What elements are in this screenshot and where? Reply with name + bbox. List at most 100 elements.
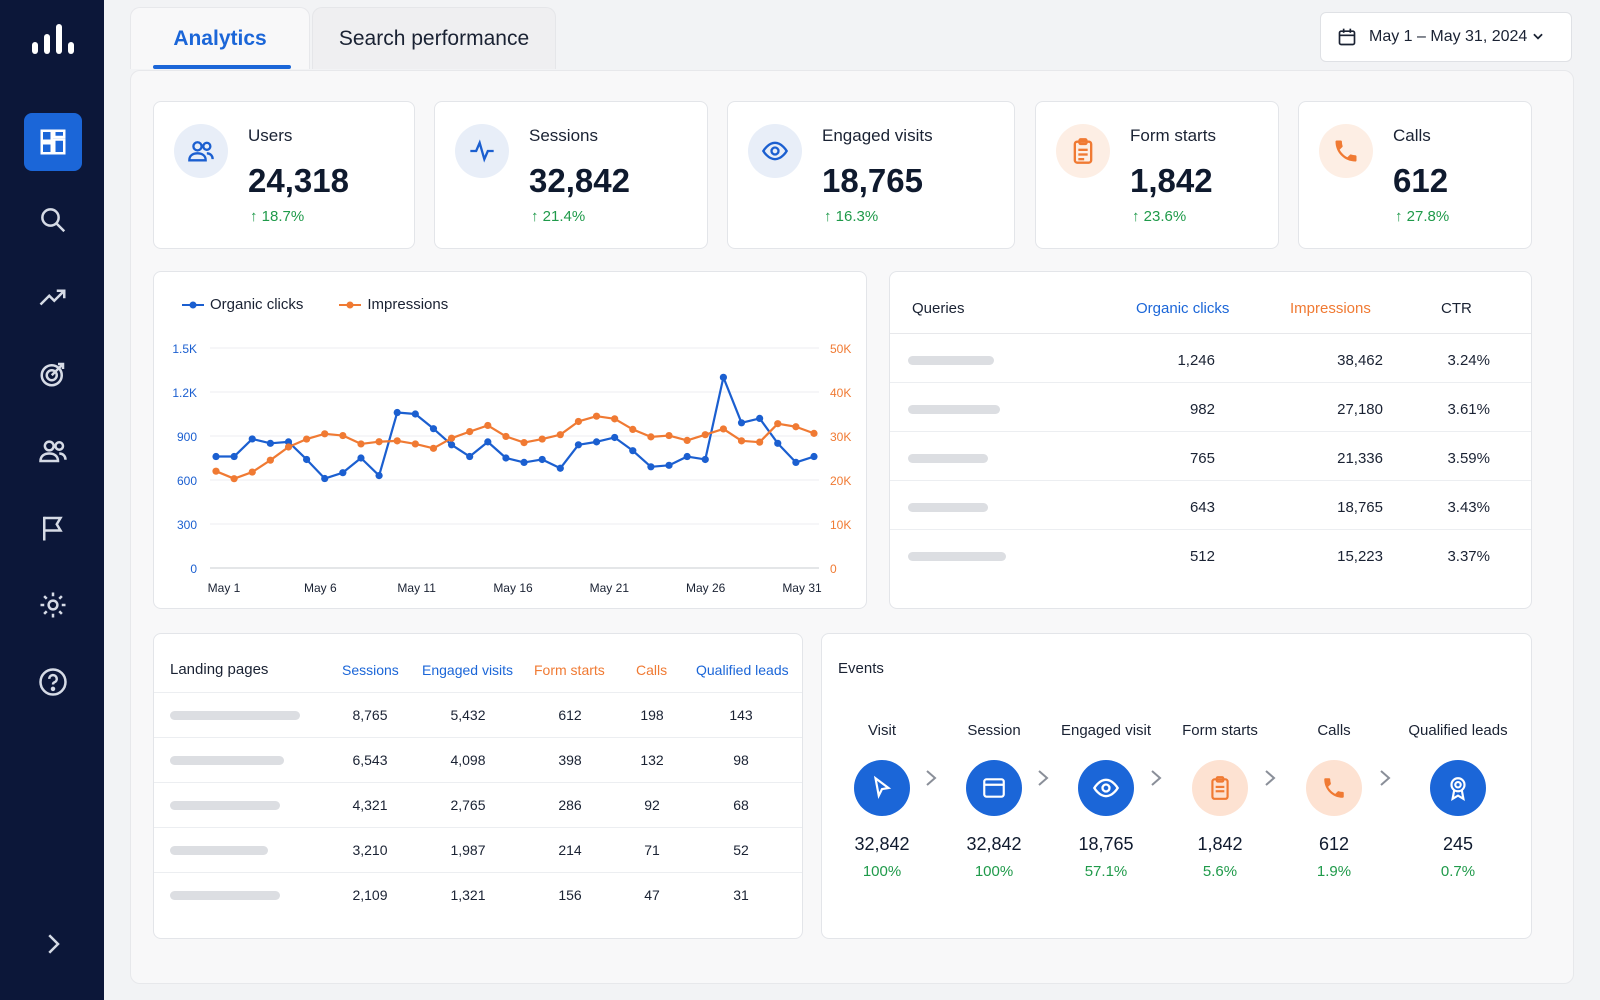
step-pct: 0.7%: [1440, 863, 1476, 880]
query-placeholder: [908, 552, 1006, 561]
pulse-icon: [455, 124, 509, 178]
stat-label: Users: [248, 126, 293, 145]
stat-card-calls[interactable]: Calls 612 ↑ 27.8%: [1298, 101, 1532, 249]
data-point: [411, 410, 419, 418]
data-point: [466, 452, 474, 461]
data-point: [375, 438, 383, 446]
th-sessions[interactable]: Sessions: [342, 662, 399, 678]
table-row[interactable]: 512 15,223 3.37%: [890, 530, 1531, 579]
data-point: [683, 436, 691, 444]
sidebar-item-reports[interactable]: [24, 499, 82, 557]
funnel-step-engaged-visit[interactable]: Engaged visit 18,765 57.1%: [1046, 722, 1166, 880]
th-qualified-leads[interactable]: Qualified leads: [696, 662, 789, 678]
cell: 31: [733, 887, 749, 903]
th-impressions[interactable]: Impressions: [1290, 300, 1371, 317]
cell: 5,432: [450, 707, 486, 723]
stat-card-sessions[interactable]: Sessions 32,842 ↑ 21.4%: [434, 101, 708, 249]
data-point: [810, 452, 818, 461]
stat-value: 24,318: [248, 162, 349, 199]
th-landing-pages[interactable]: Landing pages: [170, 661, 269, 678]
x-tick-label: May 21: [590, 581, 630, 595]
data-point: [284, 443, 293, 451]
sidebar-item-search[interactable]: [24, 191, 82, 249]
data-point: [574, 417, 583, 426]
cell-organic-clicks: 643: [1189, 499, 1215, 516]
data-point: [484, 421, 492, 430]
table-row[interactable]: 643 18,765 3.43%: [890, 481, 1531, 530]
stat-label: Engaged visits: [822, 126, 933, 145]
cell: 286: [558, 797, 582, 813]
step-pct: 57.1%: [1084, 863, 1128, 880]
th-organic-clicks[interactable]: Organic clicks: [1136, 300, 1230, 317]
stat-label: Sessions: [529, 126, 598, 145]
table-row[interactable]: 3,210 1,987 214 71 52: [154, 828, 802, 873]
sidebar-item-settings[interactable]: [24, 576, 82, 634]
queries-table: Queries Organic clicks Impressions CTR 1…: [889, 271, 1532, 609]
funnel-step-qualified-leads[interactable]: Qualified leads 245 0.7%: [1390, 722, 1526, 880]
data-point: [520, 439, 528, 447]
funnel-step-session[interactable]: Session 32,842 100%: [934, 722, 1054, 880]
th-form-starts[interactable]: Form starts: [534, 662, 605, 678]
sidebar-item-dashboard[interactable]: [24, 113, 82, 171]
table-row[interactable]: 8,765 5,432 612 198 143: [154, 693, 802, 738]
sidebar-item-audience[interactable]: [24, 422, 82, 480]
table-row[interactable]: 2,109 1,321 156 47 31: [154, 873, 802, 918]
query-placeholder: [908, 405, 1000, 414]
browser-window-icon: [966, 760, 1022, 816]
tab-analytics[interactable]: Analytics: [130, 7, 310, 69]
sidebar: [0, 0, 104, 1000]
data-point: [701, 455, 709, 464]
table-row[interactable]: 982 27,180 3.61%: [890, 383, 1531, 432]
cell: 214: [558, 842, 582, 858]
stat-card-form-starts[interactable]: Form starts 1,842 ↑ 23.6%: [1035, 101, 1279, 249]
step-value: 18,765: [1078, 834, 1134, 854]
cell-organic-clicks: 765: [1189, 450, 1215, 467]
th-engaged-visits[interactable]: Engaged visits: [422, 662, 514, 678]
chevron-right-icon: [1151, 770, 1162, 786]
data-point: [592, 412, 601, 420]
legend-organic-clicks[interactable]: Organic clicks: [182, 296, 303, 313]
data-point: [502, 454, 510, 462]
th-queries[interactable]: Queries: [912, 300, 965, 317]
funnel-step-calls[interactable]: Calls 612 1.9%: [1274, 722, 1394, 880]
stat-value: 612: [1393, 162, 1449, 199]
x-tick-label: May 6: [304, 581, 337, 595]
sidebar-item-trends[interactable]: [24, 268, 82, 326]
cell-impressions: 15,223: [1337, 548, 1383, 565]
cell: 2,109: [352, 887, 388, 903]
legend-impressions[interactable]: Impressions: [339, 296, 448, 313]
table-row[interactable]: 4,321 2,765 286 92 68: [154, 783, 802, 828]
funnel-step-form-starts[interactable]: Form starts 1,842 5.6%: [1160, 722, 1280, 880]
data-point: [774, 439, 782, 447]
sidebar-item-goals[interactable]: [24, 345, 82, 403]
table-row[interactable]: 1,246 38,462 3.24%: [890, 334, 1531, 383]
data-point: [339, 469, 347, 477]
sidebar-item-help[interactable]: [24, 653, 82, 711]
table-row[interactable]: 765 21,336 3.59%: [890, 432, 1531, 481]
stat-label: Form starts: [1130, 126, 1216, 145]
data-point: [212, 467, 220, 475]
phone-icon: [1319, 124, 1373, 178]
th-calls[interactable]: Calls: [636, 662, 668, 678]
data-point: [611, 433, 619, 442]
step-value: 612: [1318, 834, 1350, 854]
tab-search-performance[interactable]: Search performance: [312, 7, 556, 69]
data-point: [466, 428, 474, 436]
date-range-label: May 1 – May 31, 2024: [1369, 28, 1528, 45]
sidebar-expand-button[interactable]: [24, 915, 82, 973]
step-value: 32,842: [966, 834, 1022, 854]
th-ctr[interactable]: CTR: [1441, 300, 1472, 317]
cell: 4,098: [450, 752, 486, 768]
date-range-picker[interactable]: May 1 – May 31, 2024: [1320, 12, 1572, 62]
landing-page-placeholder: [170, 756, 284, 765]
stat-card-users[interactable]: Users 24,318 ↑ 18.7%: [153, 101, 415, 249]
y-right-tick-label: 50K: [830, 342, 851, 356]
cell-organic-clicks: 982: [1189, 401, 1215, 418]
data-point: [629, 425, 637, 433]
stat-card-engaged-visits[interactable]: Engaged visits 18,765 ↑ 16.3%: [727, 101, 1015, 249]
cell-organic-clicks: 1,246: [1177, 352, 1215, 369]
funnel-step-visit[interactable]: Visit 32,842 100%: [822, 722, 942, 880]
tab-analytics-label: Analytics: [173, 26, 267, 50]
table-row[interactable]: 6,543 4,098 398 132 98: [154, 738, 802, 783]
events-title: Events: [838, 660, 884, 677]
